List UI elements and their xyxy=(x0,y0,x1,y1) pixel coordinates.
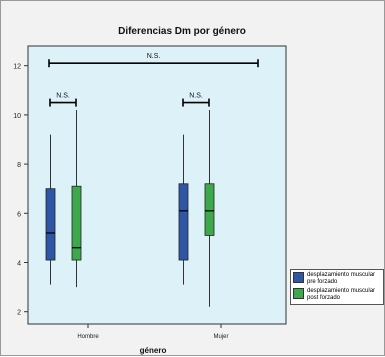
plot-area xyxy=(27,45,287,325)
ns-label: N.S. xyxy=(189,93,203,100)
legend-label-pre: desplazamiento muscular pre forzado xyxy=(307,272,376,285)
ns-label: N.S. xyxy=(147,53,161,60)
legend-item-pre: desplazamiento muscular pre forzado xyxy=(293,272,381,286)
legend-swatch-post xyxy=(293,288,304,299)
y-tick-label: 4 xyxy=(17,260,21,267)
box-hombre-pre xyxy=(45,188,56,261)
legend-item-post: desplazamiento muscular post forzado xyxy=(293,288,381,302)
box-hombre-post xyxy=(71,185,82,261)
y-tick-label: 6 xyxy=(17,211,21,218)
x-tick-label: Hombre xyxy=(77,334,99,340)
x-axis-label: género xyxy=(140,346,167,355)
y-tick-label: 2 xyxy=(17,310,21,317)
ns-label: N.S. xyxy=(56,93,70,100)
box-mujer-pre xyxy=(178,183,189,261)
y-tick-label: 8 xyxy=(17,162,21,169)
legend: desplazamiento muscular pre forzado desp… xyxy=(290,269,384,305)
legend-swatch-pre xyxy=(293,272,304,283)
chart-title: Diferencias Dm por género xyxy=(118,26,246,37)
box-mujer-post xyxy=(204,183,215,236)
legend-label-post: desplazamiento muscular post forzado xyxy=(307,288,376,301)
y-tick-label: 10 xyxy=(13,113,21,120)
y-tick-label: 12 xyxy=(13,64,21,71)
x-tick-label: Mujer xyxy=(213,334,228,340)
